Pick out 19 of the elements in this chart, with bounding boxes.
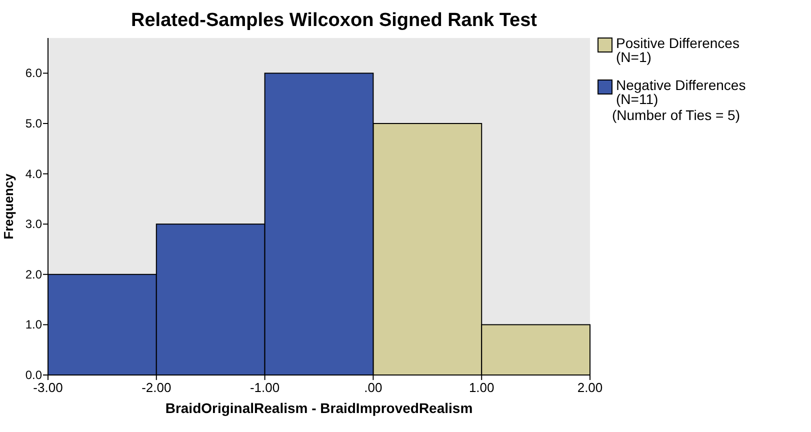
x-tick-label: .00 bbox=[364, 380, 382, 395]
chart-title: Related-Samples Wilcoxon Signed Rank Test bbox=[131, 10, 538, 31]
y-tick-label: 4.0 bbox=[25, 166, 42, 181]
x-tick-label: 2.00 bbox=[577, 380, 603, 395]
x-tick-label: -1.00 bbox=[250, 380, 280, 395]
text: (Number of Ties = 5) bbox=[612, 107, 740, 123]
x-tick-label: -2.00 bbox=[142, 380, 172, 395]
y-tick-label: 1.0 bbox=[25, 318, 42, 332]
legend-label: Positive Differences (N=1) bbox=[616, 35, 740, 65]
x-tick-label: -3.00 bbox=[33, 380, 63, 395]
y-tick-label: 0.0 bbox=[25, 368, 42, 382]
x-axis-title: BraidOriginalRealism - BraidImprovedRealism bbox=[165, 400, 473, 416]
x-tick-label: 1.00 bbox=[468, 380, 494, 395]
y-tick-label: 5.0 bbox=[25, 116, 42, 131]
y-tick-label: 6.0 bbox=[25, 66, 42, 80]
legend-label: Negative Differences (N=11) bbox=[616, 77, 746, 107]
y-tick-label: 2.0 bbox=[25, 267, 42, 282]
y-axis-title: Frequency bbox=[1, 172, 16, 240]
y-tick-label: 3.0 bbox=[25, 217, 42, 232]
